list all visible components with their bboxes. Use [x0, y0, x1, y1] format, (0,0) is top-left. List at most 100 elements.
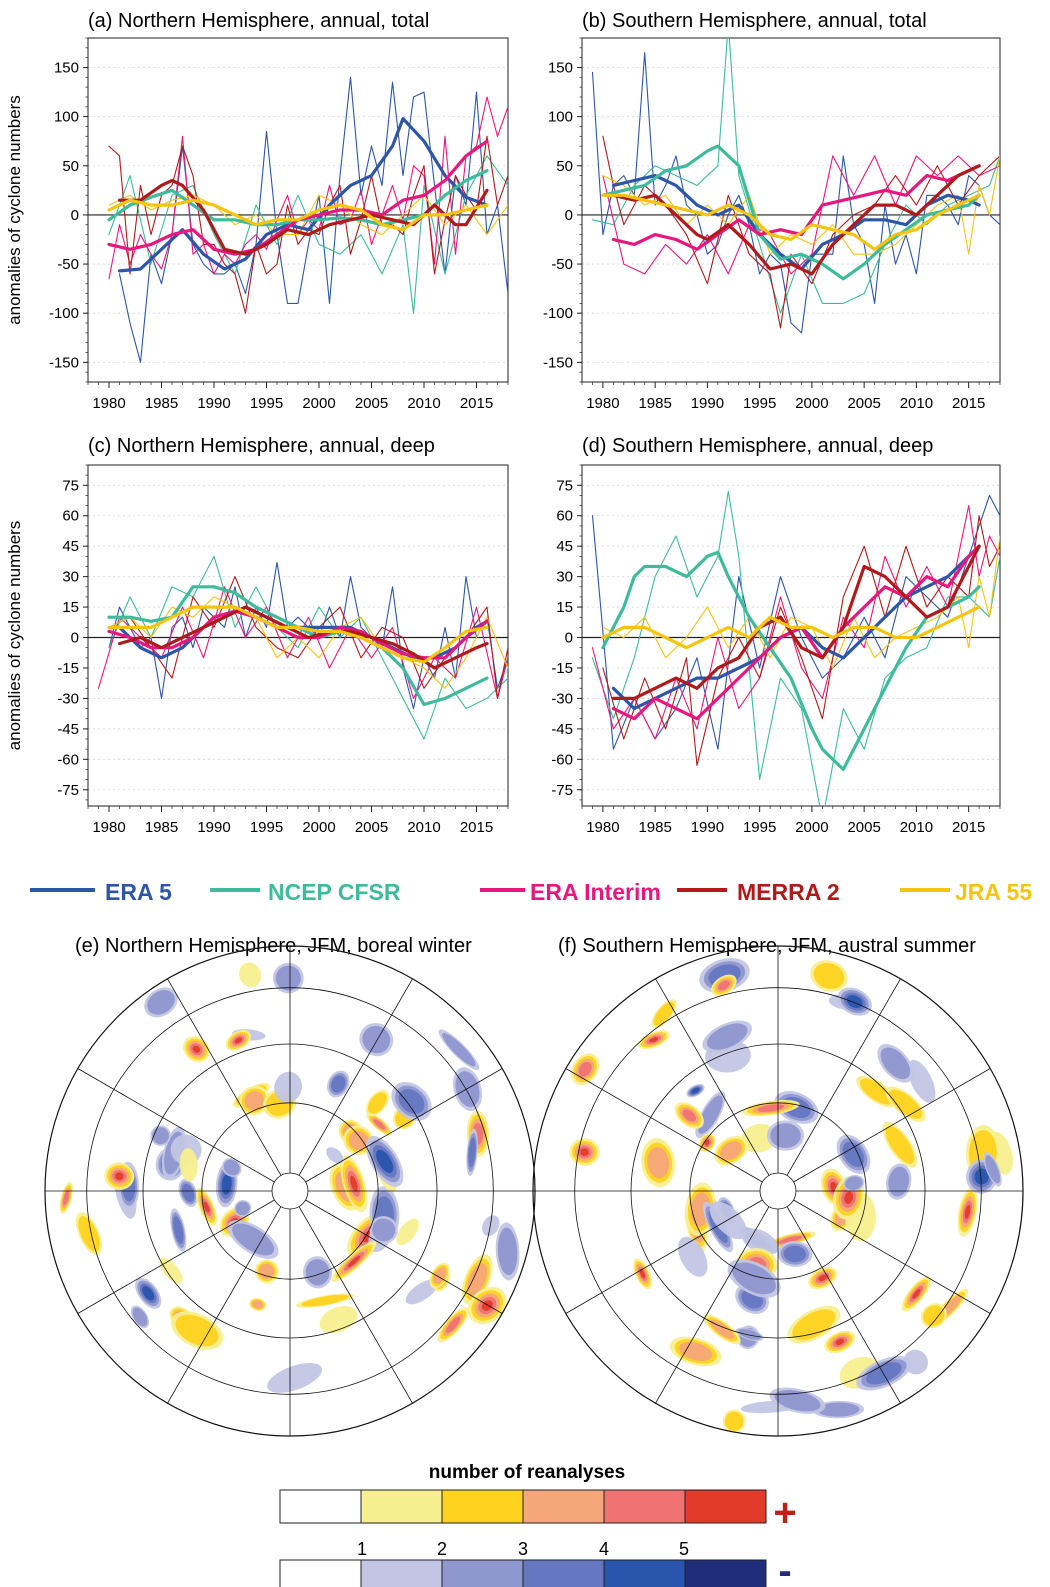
panel-e-meridian: [305, 1068, 503, 1183]
colorbar-tick-1: 1: [357, 1539, 367, 1559]
panel-a-smoothed-line-era-interim: [107, 139, 489, 256]
panel-f-anomaly-contour-positive: [578, 1061, 592, 1077]
panel-a-xtick-label: 2000: [302, 395, 335, 412]
panel-c-ytick-label: -30: [57, 690, 79, 707]
panel-e-anomaly-contour-negative: [142, 1286, 155, 1301]
colorbar-positive-box-1: [360, 1489, 443, 1524]
panel-e-meridian: [77, 1199, 275, 1314]
panel-c-ylabel: anomalies of cyclone numbers: [5, 521, 24, 751]
panel-c-series-group: [97, 555, 508, 740]
panel-c-xtick-label: 2000: [302, 819, 335, 836]
panel-e-anomaly-contour-negative: [398, 1089, 425, 1114]
panel-f-anomaly-contour-negative: [709, 1201, 747, 1240]
panel-e-anomaly-contour-negative: [331, 1075, 346, 1093]
panel-c-smoothed-line-era-interim: [107, 609, 489, 660]
panel-b-smoothed-line-merra-2: [611, 164, 981, 276]
panel-d-chart: (d) Southern Hemisphere, annual, deep -75…: [551, 435, 1001, 836]
panel-e-latitude-circle: [271, 1172, 309, 1210]
colorbar-positive-box-2: [441, 1489, 524, 1524]
panel-e-anomaly-contour-positive: [373, 1119, 386, 1130]
panel-f-anomaly-contour-positive: [639, 1269, 646, 1279]
panel-d-xtick-label: 1980: [586, 819, 619, 836]
panel-a-xtick-label: 1995: [250, 395, 283, 412]
panel-b-ytick-label: 100: [548, 109, 573, 126]
panel-e-anomaly-contour-negative: [132, 1307, 148, 1327]
panel-e-anomaly-contour-negative: [468, 1137, 476, 1168]
panel-f-anomaly-contour-negative: [774, 1389, 821, 1412]
panel-c-xtick-label: 1985: [145, 819, 178, 836]
panel-f-anomaly-contour-negative: [974, 1168, 989, 1185]
panel-c-smoothed-line-merra-2: [117, 605, 489, 670]
colorbar-tick-4: 4: [599, 1539, 609, 1559]
panel-b-xtick-label: 1985: [638, 395, 671, 412]
panel-f-anomaly-contour-positive: [649, 1037, 659, 1043]
panel-f-anomaly-contours: [569, 958, 1014, 1434]
panel-c-xtick-label: 2010: [407, 819, 440, 836]
panel-f-anomaly-contour-negative: [783, 1245, 807, 1263]
panel-f-meridian: [565, 1068, 763, 1183]
panel-e-anomaly-contour-positive: [252, 1300, 264, 1309]
colorbar-positive: [279, 1489, 767, 1524]
panel-a-chart: (a) Northern Hemisphere, annual, total -1…: [5, 10, 509, 412]
panel-b-smoothed-line-jra-55: [601, 193, 981, 251]
panel-d-annual-line-era-interim: [591, 505, 1000, 740]
panel-f-meridian: [786, 978, 901, 1176]
panel-e-anomaly-contour-positive: [433, 1267, 447, 1284]
series-legend: ERA 5 NCEP CFSR ERA Interim MERRA 2 JRA …: [30, 879, 1032, 905]
panel-e-anomaly-contour-positive: [203, 1201, 210, 1213]
panel-f-anomaly-contour-negative: [706, 1023, 748, 1050]
panel-f-anomaly-contour-positive: [885, 1125, 915, 1164]
panel-e-anomaly-contour-positive: [159, 1257, 183, 1284]
panel-e-meridian: [298, 1206, 413, 1404]
panel-b-xtick-label: 1995: [743, 395, 776, 412]
panel-e-anomaly-contour-negative: [305, 1259, 330, 1286]
panel-f-anomaly-contour-negative: [880, 1047, 911, 1080]
panel-b-smoothed-line-era-interim: [611, 164, 981, 251]
panel-f-anomaly-contour-positive: [778, 1235, 802, 1244]
panel-f-anomaly-contour-positive: [964, 1205, 971, 1219]
colorbar-negative-box-3: [522, 1559, 605, 1587]
panel-e-anomaly-contour-negative: [405, 1279, 438, 1305]
panel-a-annual-line-ncep-cfsr: [108, 155, 508, 314]
panel-f-meridian: [655, 978, 770, 1176]
panel-d-ytick-label: 45: [556, 538, 573, 555]
panel-c-ytick-label: -15: [57, 660, 79, 677]
legend-label-era-interim: ERA Interim: [530, 879, 661, 905]
colorbar-title: number of reanalyses: [429, 1462, 625, 1483]
panel-f-meridian: [793, 1199, 991, 1314]
panel-b-series-group: [591, 38, 1000, 334]
colorbar-plus-sign: +: [773, 1491, 796, 1535]
panel-e-anomaly-contour-positive: [348, 1130, 369, 1150]
panel-e-anomaly-contour-positive: [396, 1218, 419, 1246]
panel-f-anomaly-contour-positive: [580, 1148, 589, 1157]
panel-c-chart: (c) Northern Hemisphere, annual, deep -75…: [5, 435, 509, 836]
panel-f-anomaly-contour-negative: [842, 1141, 865, 1167]
panel-f-anomaly-contour-positive: [792, 1309, 836, 1341]
panel-f-anomaly-contour-negative: [866, 1362, 902, 1385]
panel-f-map: [532, 945, 1024, 1437]
legend-label-era5: ERA 5: [105, 879, 172, 905]
panel-a-xtick-label: 1980: [92, 395, 125, 412]
panel-e-anomaly-contour-positive: [115, 1172, 124, 1181]
panel-f-anomaly-contour-positive: [718, 980, 730, 991]
panel-d-ytick-label: 60: [556, 508, 573, 525]
panel-b-annual-line-era-5: [591, 52, 1000, 334]
panel-e-anomaly-contour-negative: [173, 1216, 184, 1245]
panel-a-ytick-label: 100: [54, 109, 79, 126]
panel-a-xtick-label: 1990: [197, 395, 230, 412]
panel-c-xtick-label: 1995: [250, 819, 283, 836]
legend-label-ncep-cfsr: NCEP CFSR: [268, 879, 401, 905]
panel-e-anomaly-contour-negative: [326, 1147, 344, 1164]
panel-d-xtick-label: 2015: [952, 819, 985, 836]
panel-f-anomaly-contour-negative: [907, 1059, 936, 1103]
panel-f-anomaly-contour-positive: [653, 1001, 675, 1026]
panel-b-frame: [581, 37, 1001, 383]
panel-e-meridian: [305, 1199, 503, 1314]
panel-b-annual-line-jra-55: [602, 155, 1000, 255]
panel-e-anomaly-contour-negative: [232, 1223, 275, 1256]
panel-f-anomaly-contour-positive: [912, 1288, 921, 1299]
panel-d-ytick-label: -30: [551, 690, 573, 707]
panel-d-ytick-label: -75: [551, 782, 573, 799]
panel-f-anomaly-contour-negative: [732, 1262, 776, 1295]
panel-d-ytick-label: 15: [556, 599, 573, 616]
